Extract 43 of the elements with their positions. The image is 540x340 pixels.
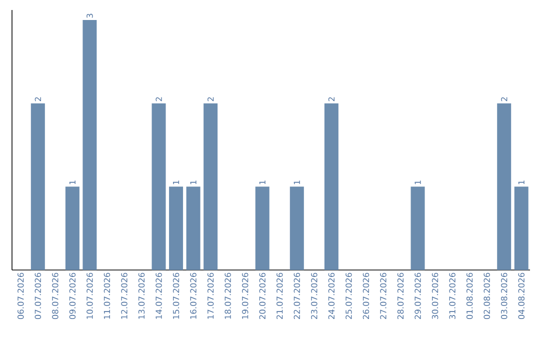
data-label: 1 [69, 180, 76, 184]
data-label: 1 [414, 180, 421, 184]
x-tick-label: 04.08.2026 [518, 272, 524, 320]
x-tick-label: 06.07.2026 [18, 272, 24, 320]
x-tick-label: 13.07.2026 [138, 272, 145, 319]
x-tick-label: 10.07.2026 [86, 272, 93, 319]
x-tick-label: 17.07.2026 [207, 272, 214, 319]
data-label: 1 [190, 180, 196, 184]
x-tick-label: 19.07.2026 [242, 272, 248, 319]
data-label: 2 [34, 97, 41, 102]
x-tick-label: 30.07.2026 [432, 272, 438, 319]
x-tick-label: 31.07.2026 [449, 272, 456, 319]
x-tick-label: 26.07.2026 [362, 272, 370, 319]
x-tick-label: 27.07.2026 [380, 272, 386, 319]
x-tick-label: 15.07.2026 [172, 272, 180, 319]
data-label: 1 [259, 180, 266, 184]
x-tick-label: 29.07.2026 [414, 272, 421, 319]
x-tick-label: 02.08.2026 [484, 272, 490, 320]
data-label: 2 [501, 97, 508, 102]
data-label: 1 [173, 180, 180, 184]
x-tick-label: 08.07.2026 [52, 272, 58, 320]
x-tick-label: 14.07.2026 [156, 272, 162, 319]
x-tick-label: 18.07.2026 [224, 272, 231, 319]
data-label: 1 [518, 180, 524, 184]
data-label: 1 [294, 180, 300, 184]
x-tick-label: 12.07.2026 [121, 272, 128, 319]
x-tick-label: 11.07.2026 [104, 272, 110, 319]
data-label: 2 [208, 97, 214, 102]
x-tick-label: 21.07.2026 [276, 272, 283, 319]
data-label: 2 [328, 97, 334, 102]
x-tick-label: 25.07.2026 [346, 272, 352, 319]
x-tick-label: 03.08.2026 [500, 272, 508, 320]
data-label: 3 [86, 14, 93, 18]
x-tick-label: 23.07.2026 [311, 272, 318, 319]
x-tick-label: 20.07.2026 [259, 272, 266, 319]
x-tick-label: 24.07.2026 [328, 272, 335, 319]
x-tick-label: 22.07.2026 [294, 272, 300, 319]
x-tick-label: 28.07.2026 [397, 272, 404, 319]
data-label: 2 [156, 97, 162, 102]
x-tick-label: 16.07.2026 [190, 272, 196, 319]
x-tick-label: 07.07.2026 [34, 272, 42, 320]
x-tick-label: 09.07.2026 [69, 272, 76, 320]
x-tick-label: 01.08.2026 [466, 272, 473, 320]
